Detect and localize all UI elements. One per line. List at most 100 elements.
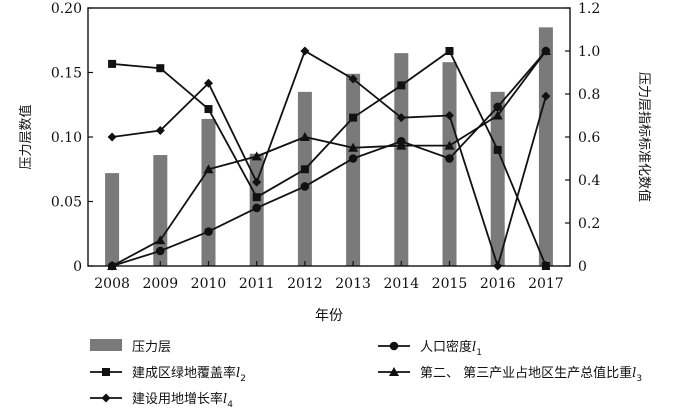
diamond-point-2013	[348, 74, 358, 84]
square-point-2008	[108, 59, 117, 68]
square-point-2011	[252, 193, 261, 202]
triangle-point-2012	[299, 132, 310, 141]
bar-2014	[394, 53, 409, 267]
legend-label: 第二、 第三产业占地区生产总值比重l3	[420, 365, 642, 384]
legend-label-symbol: l	[632, 366, 636, 381]
square-point-2013	[349, 113, 358, 122]
triangle-point-2017	[540, 46, 551, 55]
square-point-2014	[397, 81, 406, 90]
diamond-point-2008	[107, 132, 117, 142]
circle-point-2012	[300, 182, 310, 191]
circle-point-2013	[348, 154, 358, 163]
square-point-2016	[493, 145, 502, 154]
x-tick-label: 2011	[239, 276, 275, 292]
y2-tick-label: 1.2	[578, 1, 600, 17]
bar-2010	[201, 118, 216, 266]
square-point-2015	[445, 47, 454, 55]
legend-label-symbol: l	[472, 340, 476, 355]
diamond-point-2009	[155, 126, 165, 136]
triangle-point-2011	[251, 151, 262, 161]
square-point-2012	[300, 165, 309, 174]
x-tick-label: 2012	[287, 276, 323, 292]
y2-tick-label: 0.6	[578, 130, 600, 146]
x-tick-label: 2015	[432, 276, 468, 292]
circle-point-2010	[204, 227, 213, 236]
triangle-point-2013	[348, 142, 359, 152]
legend-marker-circle	[389, 341, 399, 351]
x-tick-label: 2008	[94, 276, 130, 292]
legend-label-subscript: 2	[240, 374, 246, 384]
diamond-point-2014	[396, 113, 406, 123]
y-tick-label: 0	[73, 259, 82, 275]
legend-label: 压力层	[132, 340, 171, 355]
triangle-point-2015	[444, 140, 455, 150]
legend-marker-triangle	[389, 367, 399, 376]
legend-label: 人口密度l1	[420, 339, 482, 358]
triangle-point-2009	[155, 235, 166, 245]
square-point-2010	[204, 105, 213, 114]
triangle-point-2008	[107, 261, 118, 270]
diamond-point-2010	[204, 78, 213, 88]
triangle-point-2016	[492, 110, 503, 120]
x-tick-label: 2014	[383, 276, 419, 292]
x-tick-label: 2010	[191, 276, 227, 292]
legend-label: 建设用地增长率l4	[132, 391, 233, 410]
bar-2015	[442, 62, 457, 267]
y-tick-label: 0.15	[51, 66, 82, 82]
x-axis-title: 年份	[315, 308, 343, 324]
bar-2009	[153, 155, 168, 266]
legend-label-text: 人口密度	[420, 339, 472, 355]
line-series-diamond	[111, 49, 547, 270]
bar-2016	[490, 91, 505, 266]
bar-2012	[297, 91, 312, 266]
diamond-point-2011	[252, 177, 262, 187]
triangle-point-2010	[203, 164, 214, 174]
legend-marker-diamond	[101, 393, 111, 403]
triangle-point-2014	[396, 140, 407, 150]
line-series-square	[112, 49, 547, 267]
circle-point-2016	[493, 102, 503, 112]
circle-point-2009	[156, 246, 165, 256]
legend-swatch-bar	[90, 339, 122, 351]
legend-label-text: 建成区绿地覆盖率	[132, 365, 236, 381]
legend-label-text: 第二、 第三产业占地区生产总值比重	[420, 365, 632, 381]
y2-tick-label: 0.8	[578, 87, 600, 103]
legend-marker-square	[102, 368, 110, 376]
x-tick-label: 2013	[335, 276, 371, 292]
legend-label-symbol: l	[223, 392, 227, 407]
legend-label-subscript: 4	[227, 400, 233, 410]
bar-2013	[346, 73, 361, 266]
x-tick-label: 2017	[528, 276, 564, 292]
y-tick-label: 0.05	[51, 195, 82, 211]
diamond-point-2016	[493, 261, 503, 271]
y2-tick-label: 0.4	[578, 173, 600, 189]
diamond-point-2015	[445, 111, 454, 120]
square-point-2009	[156, 64, 165, 73]
square-point-2017	[541, 262, 550, 270]
y2-tick-label: 1.0	[578, 44, 600, 60]
legend-label-subscript: 1	[476, 348, 482, 358]
legend-label: 建成区绿地覆盖率l2	[132, 365, 246, 384]
legend-label-subscript: 3	[636, 374, 642, 384]
y2-axis-title: 压力层指标标准化数值	[636, 72, 652, 202]
diamond-point-2012	[300, 46, 310, 56]
circle-point-2011	[252, 203, 261, 213]
x-tick-label: 2009	[142, 276, 178, 292]
y2-tick-label: 0	[578, 259, 587, 275]
y2-tick-label: 0.2	[578, 216, 600, 232]
legend-label-symbol: l	[236, 366, 240, 381]
x-tick-label: 2016	[480, 276, 516, 292]
bar-2017	[538, 27, 553, 266]
y-tick-label: 0.20	[51, 1, 82, 17]
line-series-circle	[111, 50, 547, 267]
legend-label-text: 压力层	[132, 340, 171, 355]
circle-point-2015	[445, 154, 454, 163]
y-tick-label: 0.10	[51, 130, 82, 146]
y-axis-title: 压力层数值	[18, 104, 34, 169]
diamond-point-2017	[541, 91, 551, 101]
bar-2008	[105, 173, 120, 266]
line-series-triangle	[111, 50, 547, 267]
legend-label-text: 建设用地增长率	[132, 391, 223, 407]
